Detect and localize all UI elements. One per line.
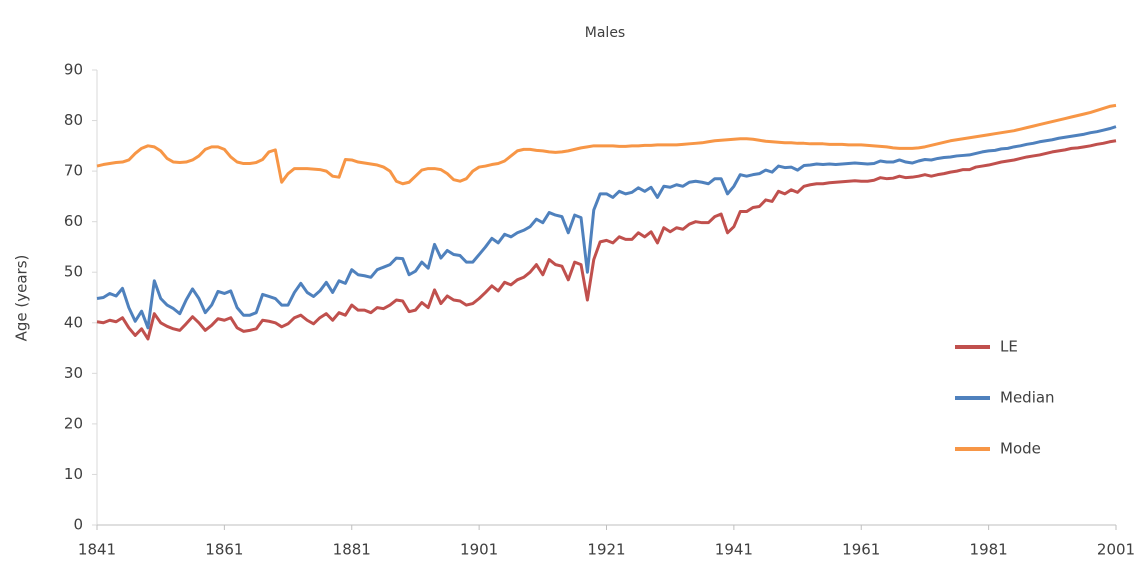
legend-label: Median <box>1000 389 1055 407</box>
line-series <box>96 139 1117 341</box>
x-tick-label: 1981 <box>970 541 1008 559</box>
y-tick-label: 70 <box>64 162 83 180</box>
x-tick-label: 1901 <box>460 541 498 559</box>
y-tick-label: 20 <box>64 414 83 432</box>
y-tick-label: 0 <box>73 516 83 534</box>
chart-title: Males <box>585 25 625 41</box>
legend-label: Mode <box>1000 440 1041 458</box>
y-tick-label: 50 <box>64 263 83 281</box>
y-tick-label: 90 <box>64 61 83 79</box>
y-tick-label: 80 <box>64 111 83 129</box>
x-tick-label: 1921 <box>587 541 625 559</box>
legend-label: LE <box>1000 338 1018 356</box>
y-axis-label: Age (years) <box>13 255 31 342</box>
x-tick-label: 1941 <box>715 541 753 559</box>
x-tick-label: 1961 <box>842 541 880 559</box>
y-tick-label: 10 <box>64 465 83 483</box>
y-tick-label: 60 <box>64 212 83 230</box>
y-tick-label: 40 <box>64 313 83 331</box>
line-series <box>96 125 1117 330</box>
x-tick-label: 1861 <box>205 541 243 559</box>
y-tick-label: 30 <box>64 364 83 382</box>
x-tick-label: 1881 <box>333 541 371 559</box>
x-tick-label: 2001 <box>1097 541 1135 559</box>
line-series <box>96 103 1117 186</box>
x-tick-label: 1841 <box>78 541 116 559</box>
